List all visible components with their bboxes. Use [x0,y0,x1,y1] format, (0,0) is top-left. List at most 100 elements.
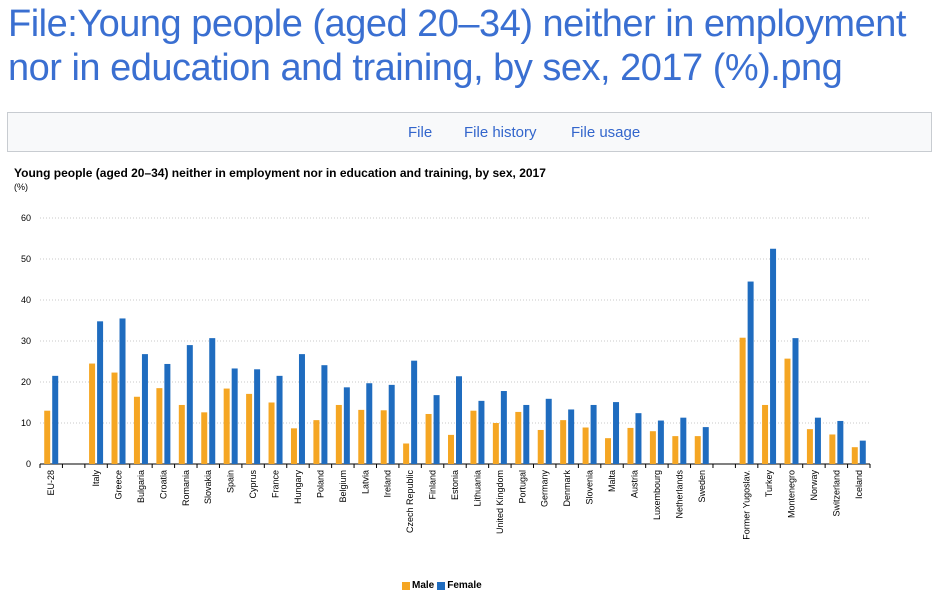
bar-male [178,404,185,464]
bar-female [411,360,418,464]
legend-item-male: Male [402,580,434,591]
x-tick-label: Switzerland [831,470,841,517]
bar-male [448,434,454,464]
y-tick-label: 50 [21,254,31,264]
x-tick-label: Germany [540,470,550,508]
bar-male [560,420,567,464]
x-tick-label: Greece [114,470,124,500]
x-tick-label: Norway [809,470,819,501]
bar-female [343,387,350,464]
bar-female [276,375,283,464]
tab-file[interactable]: File [408,124,433,141]
bar-male [335,404,342,464]
legend-label-female: Female [447,580,482,591]
bar-female [231,368,238,464]
bar-male [605,438,612,464]
x-tick-label: Poland [315,470,325,498]
bar-female [433,395,440,464]
bar-male [762,404,769,464]
bar-male [201,412,208,464]
file-tabs: File File history File usage [7,112,932,152]
x-tick-label: Cyprus [248,470,258,499]
bar-male [739,337,746,464]
x-tick-label: Turkey [764,470,774,498]
bar-male [492,423,499,464]
chart-title: Young people (aged 20–34) neither in emp… [14,166,546,180]
bar-male [111,372,118,464]
bar-female [837,420,844,464]
x-tick-label: Former Yugoslav. [742,470,752,540]
bar-female [209,338,216,464]
x-tick-label: United Kingdom [495,470,505,534]
x-tick-label: Sweden [697,470,707,503]
x-tick-label: Lithuania [472,470,482,507]
bar-female [97,321,104,464]
x-tick-label: Malta [607,470,617,492]
tab-file-history[interactable]: File history [464,124,537,141]
bar-female [298,354,305,464]
bar-male [133,396,140,464]
bar-female [613,402,620,464]
bar-female [523,404,530,464]
legend-item-female: Female [437,580,482,591]
x-tick-label: Portugal [517,470,527,504]
bar-male [89,363,96,464]
bar-female [545,398,552,464]
x-tick-label: Latvia [360,470,370,494]
x-tick-label: Montenegro [786,470,796,518]
bar-female [366,383,373,464]
bar-female [814,417,821,464]
bar-male [470,410,477,464]
bar-male [268,402,275,464]
x-tick-label: Belgium [338,470,348,503]
bar-female [164,363,171,464]
bar-male [806,429,813,464]
bar-male [829,434,836,464]
tab-file-usage[interactable]: File usage [571,124,641,141]
bar-female [680,417,687,464]
x-tick-label: Ireland [383,470,393,498]
bar-male [425,413,432,464]
x-tick-label: Netherlands [674,470,684,519]
x-tick-label: Croatia [158,470,168,499]
bar-male [223,388,230,464]
x-tick-label: Romania [181,470,191,506]
chart-legend: Male Female [402,580,485,591]
x-tick-label: Bulgaria [136,470,146,503]
bar-female [747,281,754,464]
bar-male [358,409,365,464]
bar-female [141,354,148,464]
bar-male [851,447,858,464]
bar-male [537,429,544,464]
bar-female [770,248,777,464]
x-tick-label: Iceland [854,470,864,499]
chart-unit-label: (%) [14,182,28,192]
x-tick-label: Czech Republic [405,470,415,534]
y-tick-label: 10 [21,418,31,428]
bar-female [119,318,126,464]
bar-male [582,427,589,464]
bar-male [380,410,387,464]
y-tick-label: 60 [21,213,31,223]
bar-female [657,420,664,464]
bar-male [44,410,51,464]
x-tick-label: Denmark [562,470,572,507]
bar-female [456,376,462,464]
y-tick-label: 20 [21,377,31,387]
x-tick-label: EU-28 [46,470,56,496]
x-tick-label: Slovenia [585,470,595,505]
bar-male [694,436,701,464]
x-tick-label: Hungary [293,470,303,505]
bar-male [290,428,297,464]
x-tick-label: France [271,470,281,498]
bar-female [52,375,59,464]
bar-female [321,365,328,464]
bar-female [702,427,709,464]
bar-female [388,384,395,464]
bar-female [859,440,866,464]
bar-female [186,345,193,464]
x-tick-label: Austria [629,470,639,498]
legend-swatch-female [437,581,446,590]
bar-male [784,358,791,464]
